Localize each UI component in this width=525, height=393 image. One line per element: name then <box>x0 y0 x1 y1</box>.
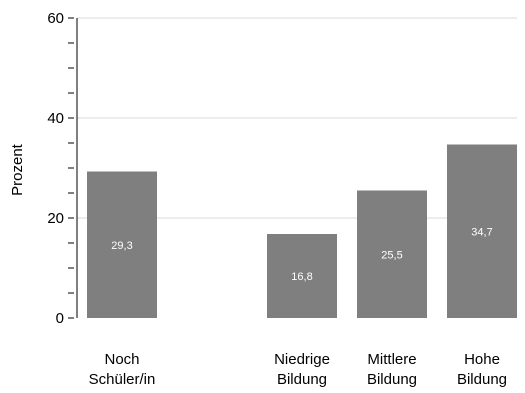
x-category-label: Mittlere <box>367 351 416 368</box>
bar-value-label: 25,5 <box>381 249 402 261</box>
bars: 29,3 16,8 25,5 34,7 <box>87 144 517 318</box>
y-axis: 0 20 40 60 <box>47 10 78 327</box>
y-tick-label: 60 <box>47 10 64 27</box>
y-tick-label: 20 <box>47 210 64 227</box>
bar-value-label: 34,7 <box>471 226 492 238</box>
y-tick-label: 40 <box>47 110 64 127</box>
y-axis-title: Prozent <box>9 143 26 196</box>
x-category-label: Schüler/in <box>89 371 156 388</box>
bar <box>267 234 337 318</box>
x-category-label: Noch <box>104 351 139 368</box>
bar <box>357 190 427 318</box>
x-category-label: Hohe <box>464 351 500 368</box>
x-category-label: Bildung <box>457 371 507 388</box>
y-tick-label: 0 <box>56 310 64 327</box>
x-axis-labels: Noch Schüler/in Niedrige Bildung Mittlere Bil… <box>89 351 507 388</box>
x-category-label: Bildung <box>277 371 327 388</box>
bar-value-label: 16,8 <box>291 271 312 283</box>
x-category-label: Niedrige <box>274 351 330 368</box>
x-category-label: Bildung <box>367 371 417 388</box>
bar-value-label: 29,3 <box>111 240 132 252</box>
bar <box>447 144 517 318</box>
bar <box>87 171 157 318</box>
